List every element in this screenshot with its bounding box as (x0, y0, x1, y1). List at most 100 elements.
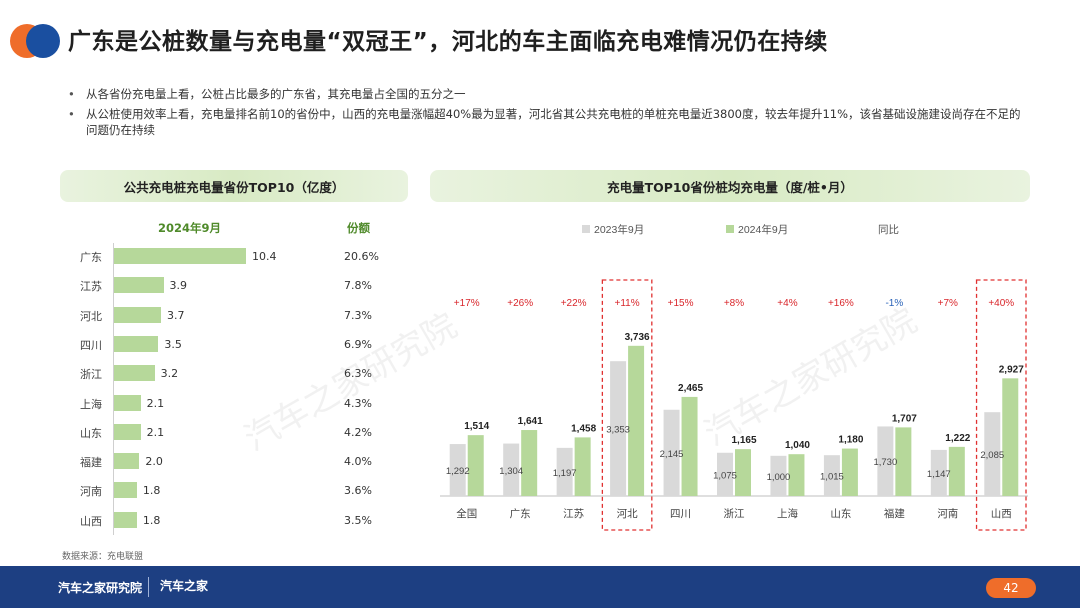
province-label: 浙江 (80, 368, 102, 382)
province-label: 江苏 (80, 280, 102, 294)
bar-2023-value-label: 1,000 (767, 472, 791, 483)
bar-value-label: 2.0 (145, 455, 163, 469)
left-bar (114, 453, 140, 470)
bar-2024-value-label: 1,180 (838, 435, 863, 446)
bar-value-label: 2.1 (146, 396, 165, 410)
share-label: 4.0% (344, 455, 372, 469)
bar-2023 (984, 412, 1001, 496)
bar-2024 (628, 345, 645, 496)
bar-2024 (1002, 378, 1019, 496)
yoy-label: +15% (668, 298, 694, 309)
share-label: 6.9% (344, 337, 372, 351)
bar-2023 (449, 444, 466, 496)
blue-dot-icon (26, 24, 60, 58)
province-label: 河南 (80, 485, 102, 499)
yoy-label: +40% (988, 298, 1014, 309)
category-label: 全国 (456, 507, 477, 520)
bar-2023 (503, 443, 520, 496)
yoy-label: +11% (615, 298, 640, 309)
bar-value-label: 1.8 (142, 484, 161, 498)
bullet-list: 从各省份充电量上看，公桩占比最多的广东省，其充电量占全国的五分之一 从公桩使用效… (64, 86, 1024, 142)
share-label: 7.3% (344, 308, 372, 322)
left-share-header: 份额 (347, 221, 370, 235)
yoy-label: +8% (724, 298, 744, 309)
category-label: 河北 (617, 508, 638, 520)
bar-2024-value-label: 1,040 (785, 440, 810, 451)
highlight-box (601, 279, 653, 531)
bar-2024-value-label: 2,927 (999, 364, 1024, 375)
left-bar (114, 423, 141, 440)
left-bar-row: 广东 10.4 20.6% (74, 242, 404, 270)
bar-value-label: 3.7 (166, 308, 185, 322)
bar-2023 (877, 426, 894, 496)
left-bar-row: 浙江 3.2 6.3% (74, 359, 404, 387)
highlight-box (975, 279, 1027, 531)
bar-2024 (895, 427, 912, 496)
left-bar (114, 482, 137, 499)
bar-2023 (930, 449, 947, 496)
bar-value-label: 3.5 (164, 337, 182, 351)
bar-2023-value-label: 1,292 (446, 466, 470, 477)
bar-2023 (663, 409, 680, 496)
bar-2024-value-label: 1,641 (518, 416, 543, 427)
left-bar-row: 山西 1.8 3.5% (74, 506, 404, 534)
share-label: 20.6% (344, 250, 379, 263)
bar-2024 (521, 430, 538, 496)
bar-2024 (948, 446, 965, 496)
bar-value-label: 1.8 (142, 513, 161, 527)
province-label: 四川 (80, 338, 102, 352)
bullet-item: 从各省份充电量上看，公桩占比最多的广东省，其充电量占全国的五分之一 (64, 86, 1024, 102)
bar-2024-value-label: 1,165 (731, 435, 756, 446)
yoy-label: +4% (777, 298, 797, 309)
bar-2023 (770, 455, 787, 496)
category-label: 山西 (991, 508, 1012, 520)
footer-brand: 汽车之家研究院 (58, 581, 143, 595)
category-label: 山东 (830, 507, 851, 520)
left-period-header: 2024年9月 (158, 221, 222, 235)
left-bar (114, 394, 141, 411)
bar-2023 (610, 361, 627, 496)
bullet-item: 从公桩使用效率上看，充电量排名前10的省份中，山西的充电量涨幅超40%最为显著，… (64, 106, 1024, 138)
bar-2024 (574, 437, 591, 496)
bar-2024-value-label: 1,222 (945, 433, 970, 444)
share-label: 6.3% (344, 367, 372, 381)
right-bar-chart: 2023年9月 2024年9月 同比 1,292 1,514 全国 +17% 1,304 1,6… (440, 223, 1028, 531)
bar-2024 (788, 454, 805, 496)
yoy-label: +26% (507, 298, 533, 309)
category-label: 河南 (937, 507, 958, 520)
left-bar (114, 248, 246, 264)
page-number: 42 (986, 578, 1036, 598)
left-bar-row: 河南 1.8 3.6% (74, 476, 404, 504)
yoy-label: -1% (885, 298, 903, 309)
left-bar-row: 山东 2.1 4.2% (74, 418, 404, 446)
bar-2023-value-label: 2,145 (660, 449, 684, 460)
province-label: 福建 (80, 456, 102, 470)
yoy-label: +17% (454, 298, 480, 309)
share-label: 4.2% (344, 425, 372, 439)
footer-divider (148, 577, 149, 597)
page-title: 广东是公桩数量与充电量“双冠王”，河北的车主面临充电难情况仍在持续 (68, 29, 828, 55)
bar-value-label: 3.9 (169, 279, 188, 293)
left-bar (114, 277, 164, 294)
province-label: 山东 (80, 426, 102, 440)
left-bar-row: 江苏 3.9 7.8% (74, 271, 404, 299)
bar-2023-value-label: 2,085 (980, 450, 1004, 461)
left-chart-axis (113, 243, 114, 535)
category-label: 四川 (670, 508, 691, 520)
bar-2023 (556, 447, 573, 496)
category-label: 浙江 (724, 508, 745, 520)
bar-2024-value-label: 2,465 (678, 383, 703, 394)
bar-2024 (681, 396, 698, 496)
bar-2024-value-label: 1,514 (464, 421, 489, 432)
bar-value-label: 3.2 (160, 367, 179, 381)
left-bar-row: 四川 3.5 6.9% (74, 330, 404, 358)
yoy-label: +16% (828, 298, 854, 309)
bar-2024 (841, 448, 858, 496)
share-label: 3.6% (344, 484, 372, 498)
left-bar (114, 335, 159, 352)
bar-2024 (467, 435, 484, 496)
province-label: 山西 (80, 514, 102, 528)
bar-2024-value-label: 1,707 (892, 413, 917, 424)
right-chart-banner: 充电量TOP10省份桩均充电量（度/桩•月） (430, 170, 1030, 202)
share-label: 3.5% (344, 513, 372, 527)
